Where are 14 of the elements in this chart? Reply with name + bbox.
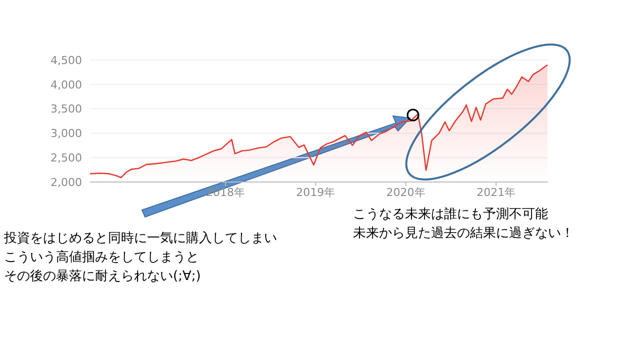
text: 投資をはじめると同時に一気に購入してしまい [4,230,277,248]
x-tick-label: 2020年 [386,186,426,199]
y-tick-label: 3,000 [50,127,82,140]
x-tick-label: 2019年 [296,186,336,199]
text: 未来から見た過去の結果に過ぎない！ [353,225,574,243]
y-tick-label: 4,500 [50,54,82,67]
x-tick-label: 2021年 [476,186,516,199]
y-tick-label: 3,500 [50,102,82,116]
text: こういう高値掴みをしてしまうと [4,249,200,267]
text: こうなる未来は誰にも予測不可能 [353,206,549,224]
text: その後の暴落に耐えられない(;∀;) [4,268,202,286]
y-tick-label: 2,500 [50,152,82,165]
y-tick-label: 4,000 [50,78,82,92]
y-tick-label: 2,000 [50,176,82,189]
